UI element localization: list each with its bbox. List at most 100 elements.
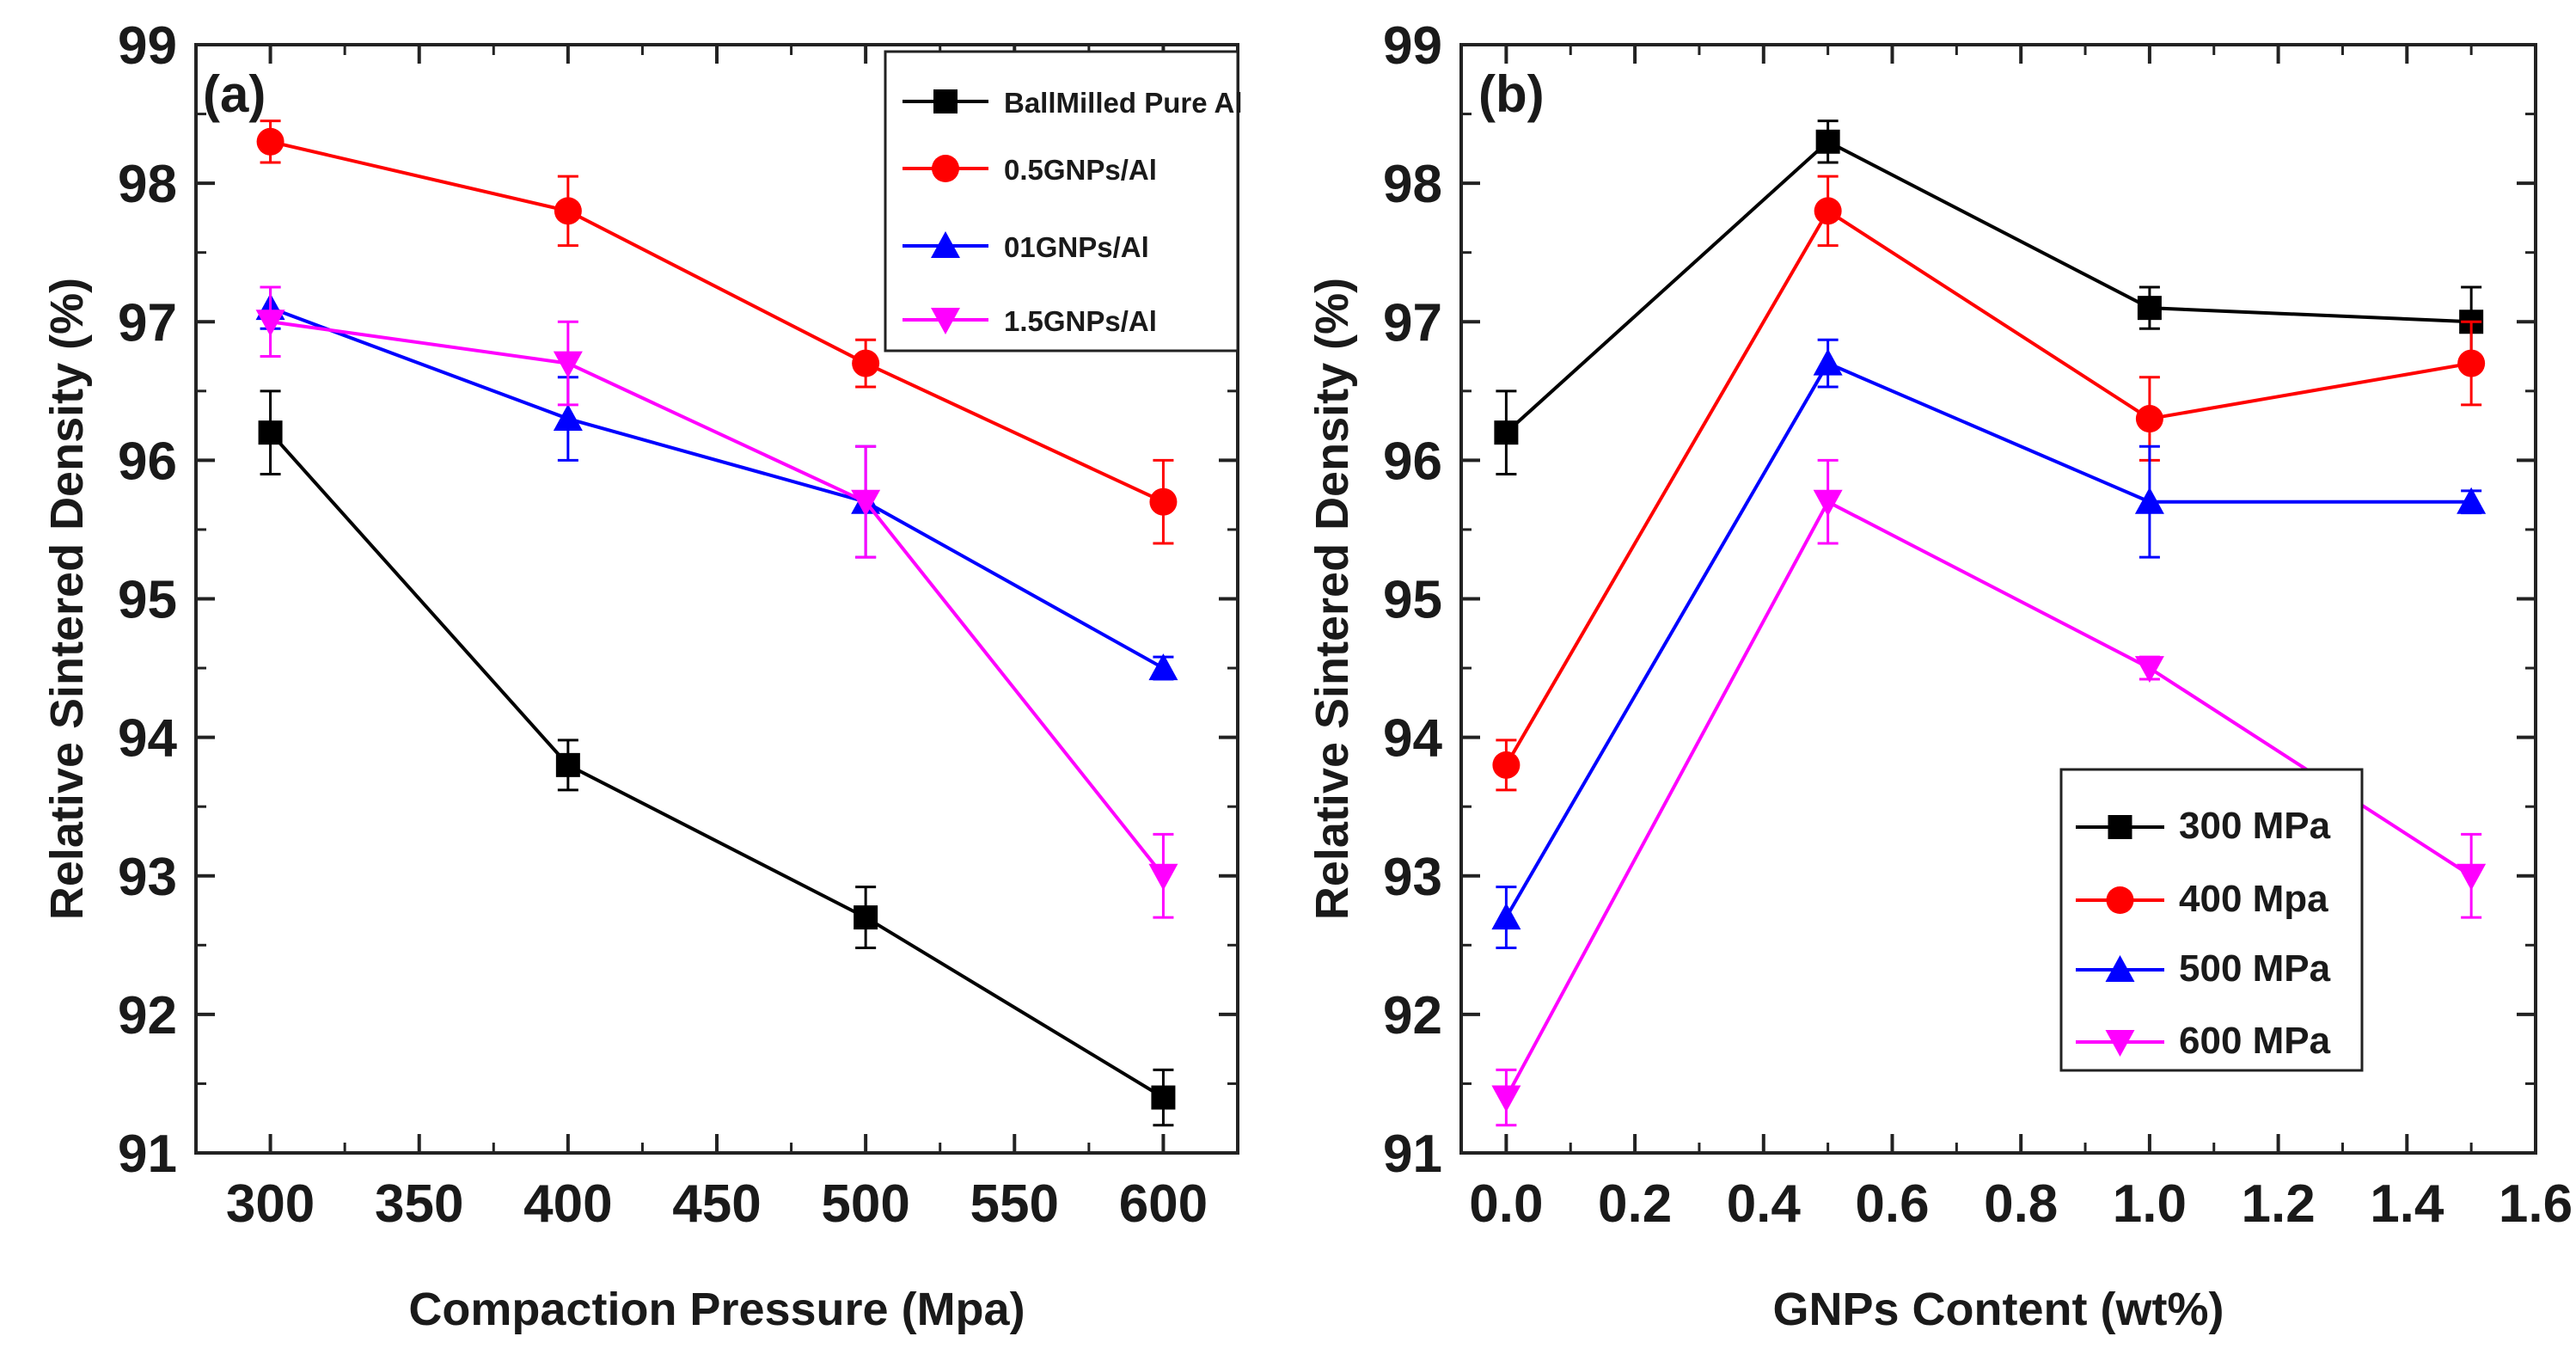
series-b-1	[1492, 175, 2486, 792]
x-tick-label-b: 0.6	[1855, 1174, 1929, 1234]
y-axis-title-b: Relative Sintered Density (%)	[1306, 278, 1358, 920]
legend-marker-a-3	[931, 308, 960, 334]
x-tick-label-b: 0.4	[1727, 1174, 1802, 1234]
y-tick-label-b: 96	[1383, 432, 1442, 491]
series-a-3	[255, 285, 1178, 919]
panel-label-a: (a)	[203, 65, 266, 123]
x-tick-label-b: 0.0	[1469, 1174, 1543, 1234]
data-point-a-3	[553, 351, 583, 378]
data-point-a-0	[1151, 1085, 1176, 1110]
y-tick-label-a: 94	[118, 709, 177, 769]
y-axis-title-a: Relative Sintered Density (%)	[41, 278, 93, 920]
data-point-b-2	[2457, 487, 2487, 514]
data-point-a-0	[854, 905, 878, 930]
legend-marker-b-1	[2106, 886, 2134, 914]
y-tick-label-a: 93	[118, 848, 177, 907]
data-point-a-3	[851, 489, 881, 517]
x-tick-label-a: 450	[672, 1174, 761, 1234]
x-axis-title-b: GNPs Content (wt%)	[1773, 1284, 2224, 1335]
data-point-b-0	[1815, 129, 1840, 154]
legend-marker-b-2	[2105, 955, 2135, 982]
data-point-b-1	[2135, 405, 2163, 433]
x-tick-label-b: 1.6	[2499, 1174, 2573, 1234]
y-tick-label-b: 95	[1383, 571, 1442, 630]
panel-a: 91 92 93 94 95 96 97 98 99 300 350 400 450 500 550 600 C…	[41, 16, 1243, 1335]
data-point-b-2	[2134, 487, 2164, 514]
x-tick-label-b: 1.0	[2113, 1174, 2187, 1234]
data-point-a-3	[255, 310, 285, 337]
legend-label-a-2: 01GNPs/Al	[1004, 231, 1149, 263]
y-tick-label-a: 91	[118, 1125, 177, 1184]
data-point-b-0	[2137, 296, 2162, 321]
legend-label-b-0: 300 MPa	[2179, 805, 2331, 847]
series-line-a-1	[270, 139, 1165, 504]
x-tick-label-b: 1.4	[2370, 1174, 2444, 1234]
data-point-b-1	[1814, 197, 1842, 225]
series-a-0	[258, 389, 1176, 1127]
y-tick-label-b: 99	[1383, 16, 1442, 76]
y-tick-label-b: 91	[1383, 1125, 1442, 1184]
legend-marker-b-0	[2108, 815, 2132, 839]
legend-label-b-1: 400 Mpa	[2179, 878, 2328, 920]
data-point-a-1	[1149, 487, 1178, 516]
data-point-a-0	[555, 752, 580, 777]
legend-label-a-1: 0.5GNPs/Al	[1004, 154, 1157, 186]
x-tick-label-b: 1.2	[2241, 1174, 2315, 1234]
data-point-a-1	[852, 349, 880, 377]
x-tick-label-a: 600	[1119, 1174, 1208, 1234]
y-tick-label-a: 98	[118, 155, 177, 214]
legend-label-b-2: 500 MPa	[2179, 947, 2331, 990]
x-tick-label-b: 0.2	[1598, 1174, 1672, 1234]
y-tick-label-a: 95	[118, 571, 177, 630]
x-tick-label-b: 0.8	[1984, 1174, 2058, 1234]
x-axis-title-a: Compaction Pressure (Mpa)	[408, 1284, 1025, 1335]
x-tick-label-a: 350	[375, 1174, 463, 1234]
series-line-b-2	[1504, 361, 2472, 919]
legend-b: 300 MPa 400 Mpa 500 MPa 600 MPa	[2059, 768, 2364, 1072]
y-tick-label-a: 92	[118, 986, 177, 1045]
y-tick-label-b: 98	[1383, 155, 1442, 214]
data-point-b-2	[1813, 348, 1843, 376]
legend-marker-a-1	[932, 155, 959, 182]
data-point-b-3	[2134, 656, 2164, 684]
data-point-a-2	[1148, 653, 1178, 681]
legend-marker-a-0	[933, 89, 958, 113]
data-point-b-1	[2457, 349, 2486, 377]
x-tick-label-a: 550	[970, 1174, 1059, 1234]
x-tick-label-a: 500	[821, 1174, 909, 1234]
legend-a: BallMilled Pure Al 0.5GNPs/Al 01GNPs/Al 1.5…	[884, 50, 1243, 352]
legend-marker-b-3	[2105, 1030, 2135, 1057]
series-a-1	[256, 120, 1178, 545]
y-tick-label-b: 92	[1383, 986, 1442, 1045]
legend-marker-a-2	[931, 231, 960, 258]
series-b-0	[1494, 120, 2484, 475]
data-point-a-3	[1148, 863, 1178, 891]
y-tick-label-b: 97	[1383, 293, 1442, 352]
plot-frame-b	[1459, 43, 2537, 1155]
x-tick-label-a: 400	[523, 1174, 612, 1234]
data-point-a-2	[553, 404, 583, 432]
legend-label-a-0: BallMilled Pure Al	[1004, 87, 1243, 119]
data-point-a-1	[554, 197, 582, 225]
data-point-b-0	[1494, 420, 1519, 445]
data-point-b-3	[2457, 863, 2487, 891]
series-line-a-3	[270, 320, 1165, 877]
series-b-2	[1491, 338, 2487, 950]
legend-label-a-3: 1.5GNPs/Al	[1004, 305, 1157, 337]
y-tick-label-a: 97	[118, 293, 177, 352]
data-point-a-1	[256, 127, 285, 156]
data-point-b-2	[1491, 903, 1521, 930]
data-point-b-1	[1492, 751, 1521, 779]
y-tick-label-b: 94	[1383, 709, 1442, 769]
panel-label-b: (b)	[1478, 65, 1545, 123]
panel-b: 91 92 93 94 95 96 97 98 99 0.0 0.2 0.4 0.6 0.8 1.0 1.2 1…	[1306, 16, 2573, 1335]
legend-label-b-3: 600 MPa	[2179, 1020, 2331, 1062]
series-line-b-0	[1505, 139, 2472, 434]
y-tick-label-a: 99	[118, 16, 177, 76]
series-b-3	[1491, 458, 2487, 1127]
data-point-b-3	[1813, 489, 1843, 517]
series-line-a-0	[269, 431, 1165, 1100]
series-line-b-1	[1504, 208, 2472, 766]
y-tick-label-a: 96	[118, 432, 177, 491]
